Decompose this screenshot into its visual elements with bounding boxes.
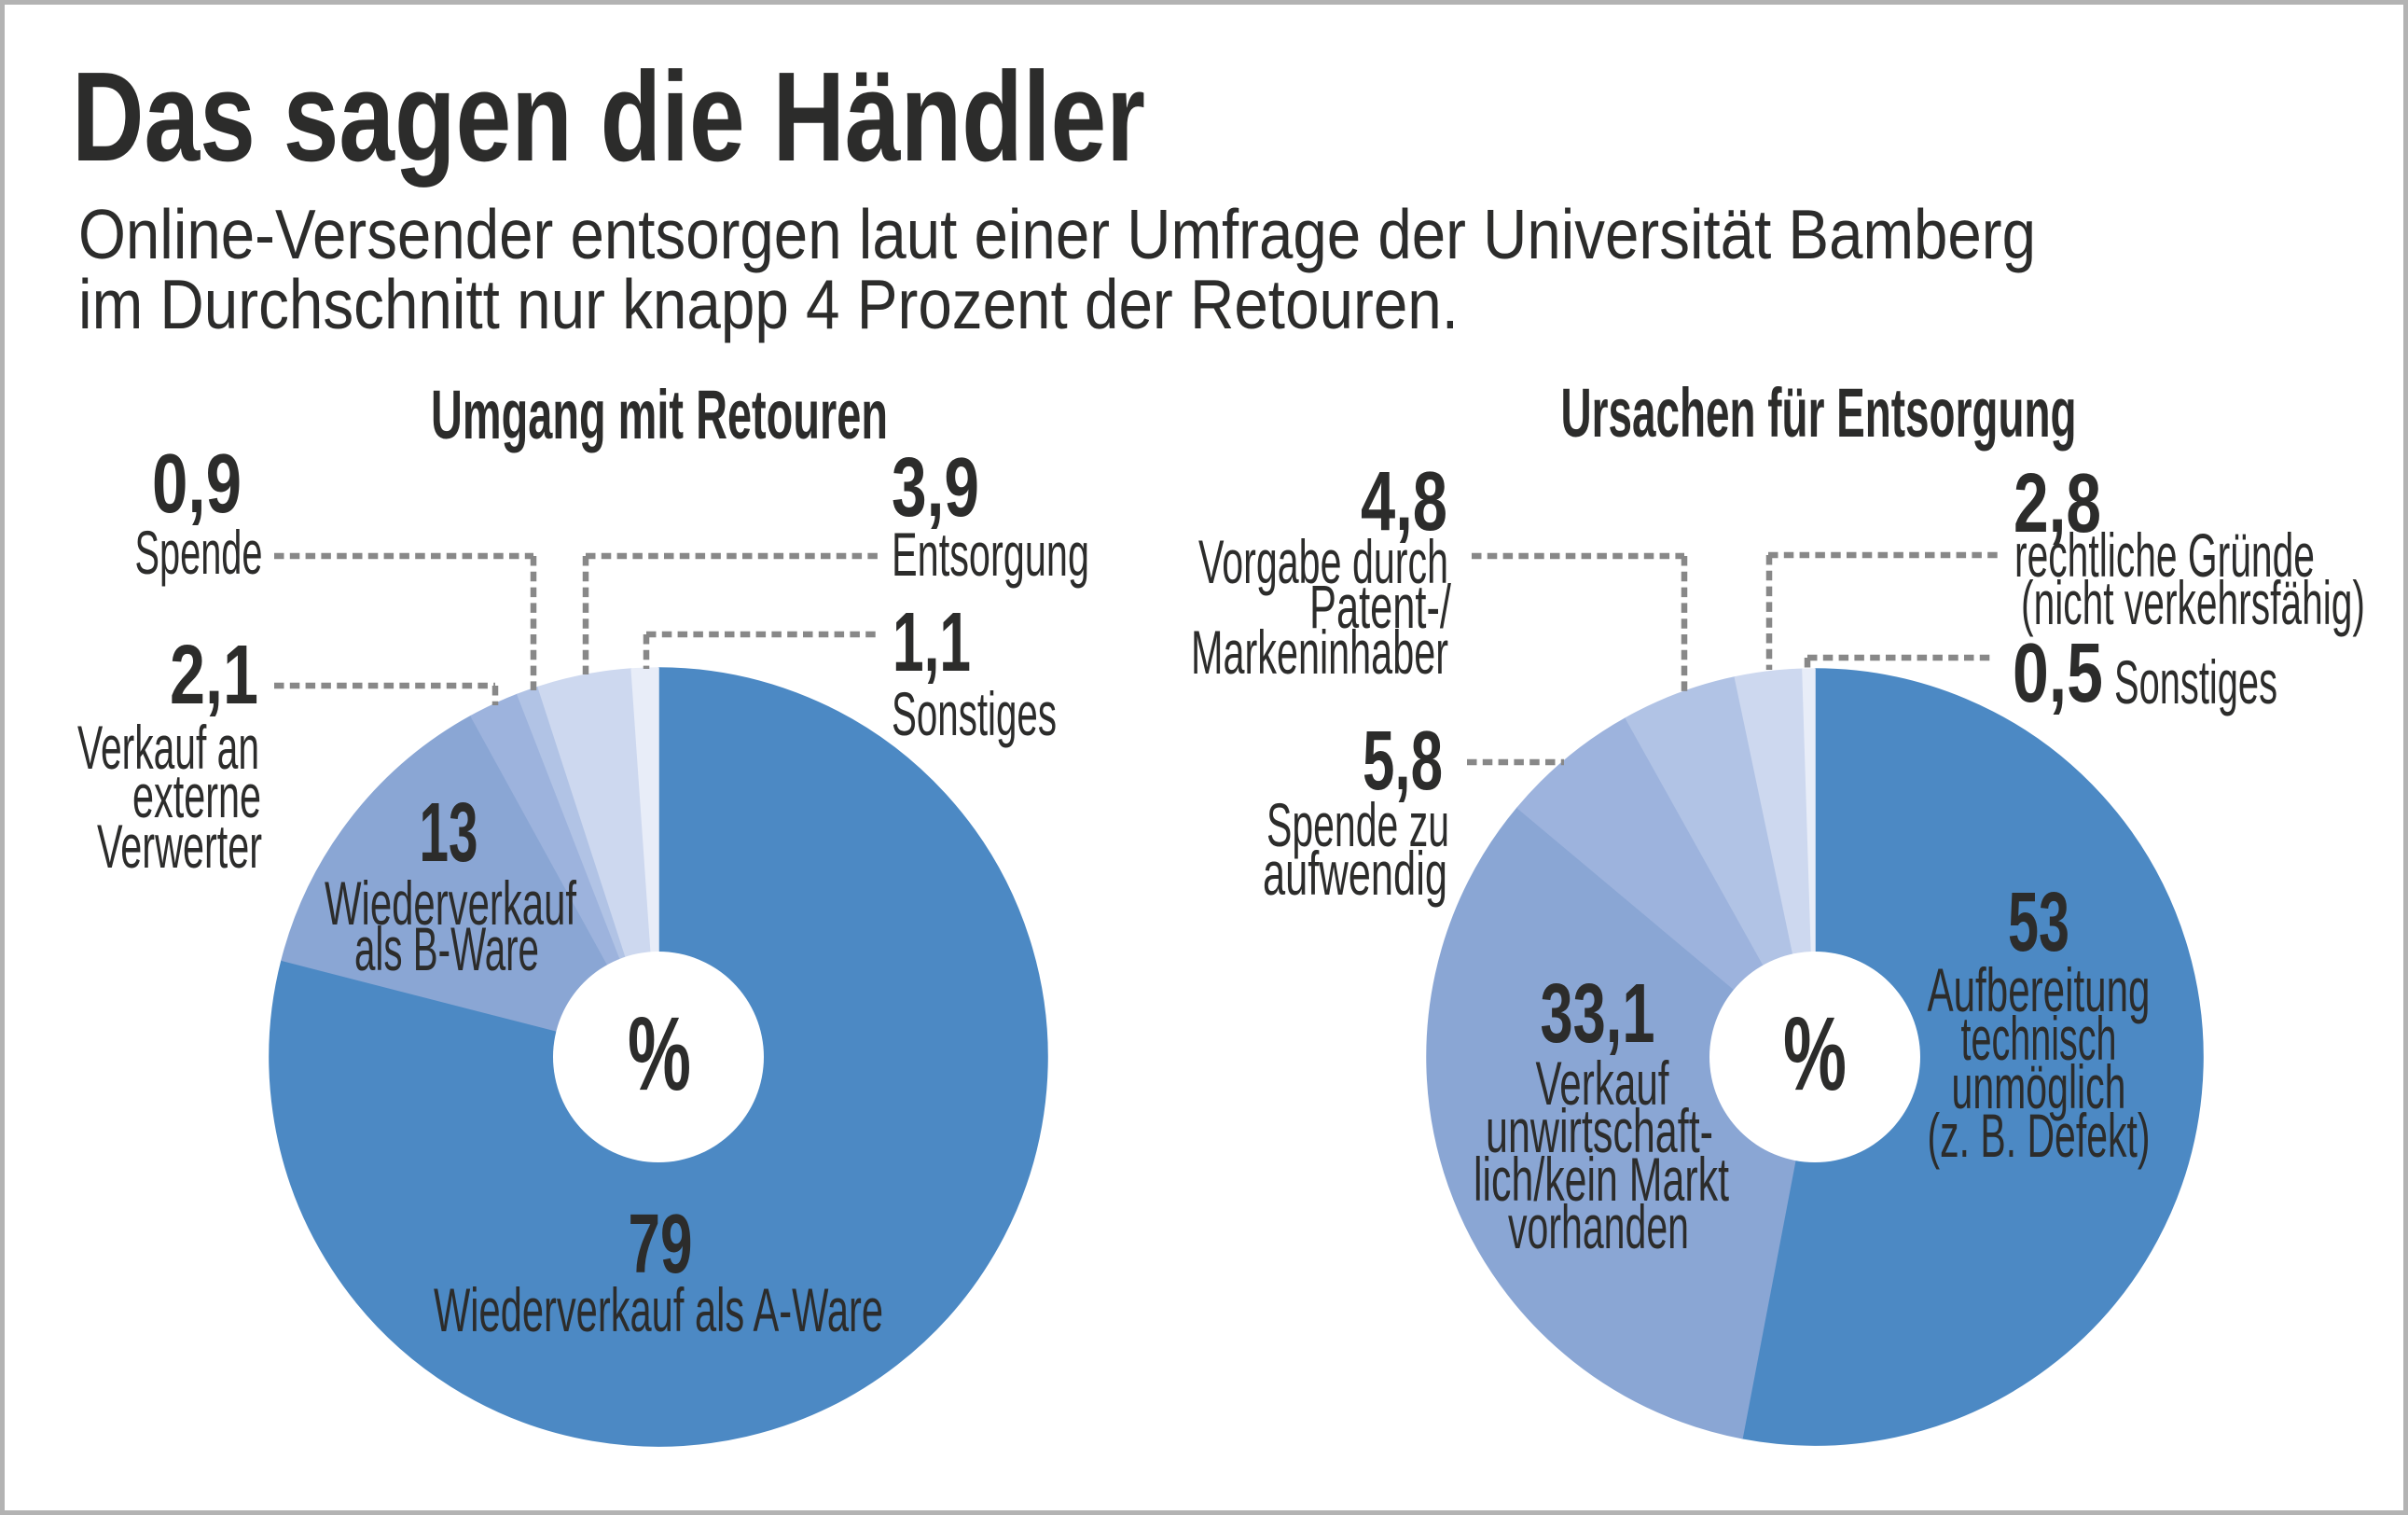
svg-text:Das sagen die Händler: Das sagen die Händler (72, 45, 1145, 188)
svg-text:Verkauf an: Verkauf an (77, 713, 259, 782)
svg-text:Wiederverkauf als A-Ware: Wiederverkauf als A-Ware (434, 1275, 883, 1344)
svg-text:3,9: 3,9 (892, 441, 979, 535)
svg-text:Umgang mit Retouren: Umgang mit Retouren (431, 376, 888, 453)
svg-text:Verwerter: Verwerter (97, 812, 262, 881)
svg-text:13: 13 (420, 786, 478, 880)
svg-text:technisch: technisch (1961, 1004, 2117, 1073)
svg-text:0,9: 0,9 (152, 438, 242, 531)
svg-text:Sonstiges: Sonstiges (2114, 647, 2277, 716)
svg-text:Vorgabe durch: Vorgabe durch (1198, 527, 1448, 596)
svg-text:2,8: 2,8 (2014, 457, 2101, 550)
svg-text:%: % (1783, 995, 1847, 1112)
svg-text:1,1: 1,1 (893, 596, 971, 689)
svg-text:lich/kein Markt: lich/kein Markt (1474, 1145, 1729, 1214)
svg-text:79: 79 (629, 1198, 693, 1291)
svg-text:vorhanden: vorhanden (1508, 1192, 1689, 1261)
svg-text:53: 53 (2008, 876, 2069, 969)
svg-text:33,1: 33,1 (1541, 967, 1655, 1061)
svg-text:Sonstiges: Sonstiges (892, 679, 1057, 748)
svg-text:Verkauf: Verkauf (1536, 1049, 1669, 1118)
svg-text:Wiederverkauf: Wiederverkauf (325, 869, 576, 938)
svg-text:0,5: 0,5 (2013, 627, 2103, 720)
svg-text:4,8: 4,8 (1361, 455, 1447, 549)
svg-text:Ursachen für Entsorgung: Ursachen für Entsorgung (1561, 374, 2077, 452)
svg-text:als B-Ware: als B-Ware (354, 914, 539, 983)
svg-text:aufwendig: aufwendig (1263, 839, 1447, 908)
svg-text:Online-Versender entsorgen lau: Online-Versender entsorgen laut einer Um… (78, 195, 2036, 273)
svg-text:(nicht verkehrsfähig): (nicht verkehrsfähig) (2021, 568, 2365, 637)
svg-text:2,1: 2,1 (170, 629, 258, 722)
svg-text:Entsorgung: Entsorgung (892, 520, 1089, 589)
svg-text:externe: externe (132, 761, 261, 830)
svg-text:Spende: Spende (135, 518, 263, 587)
svg-text:Patent-/: Patent-/ (1309, 572, 1451, 641)
svg-text:im Durchschnitt nur knapp 4 Pr: im Durchschnitt nur knapp 4 Prozent der … (78, 265, 1459, 343)
svg-text:unmöglich: unmöglich (1952, 1052, 2126, 1121)
svg-text:rechtliche Gründe: rechtliche Gründe (2014, 521, 2315, 590)
svg-text:(z. B. Defekt): (z. B. Defekt) (1928, 1101, 2151, 1170)
svg-text:unwirtschaft-: unwirtschaft- (1486, 1096, 1713, 1165)
svg-text:Markeninhaber: Markeninhaber (1191, 618, 1448, 687)
svg-text:Spende zu: Spende zu (1266, 790, 1449, 859)
svg-text:Aufbereitung: Aufbereitung (1928, 955, 2151, 1024)
svg-text:5,8: 5,8 (1363, 715, 1443, 808)
svg-text:%: % (628, 995, 691, 1112)
